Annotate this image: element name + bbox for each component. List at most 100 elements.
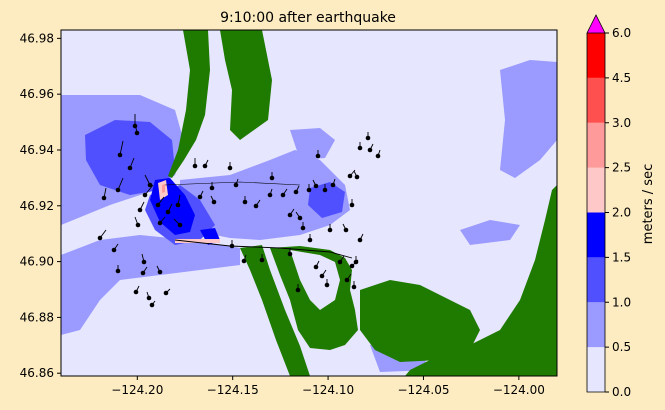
particle [149,302,155,308]
particle [111,247,117,253]
colorbar-tick-label: 2.5 [612,161,631,175]
particle [165,209,171,215]
particle [227,165,233,171]
particle [127,165,133,171]
particle [307,237,313,243]
colorbar-label: meters / sec [641,164,656,244]
offshore-flow-region-2 [61,235,240,335]
particle [297,215,303,221]
particle [293,189,299,195]
particle [313,183,319,189]
chart-title: 9:10:00 after earthquake [220,10,396,26]
particle [343,227,349,233]
particle [155,202,161,208]
colorbar-tick-label: 0.0 [612,385,631,399]
river-channel [290,250,340,310]
particle [97,235,103,241]
particle-trail [119,140,124,156]
particle [157,220,163,226]
particle [319,273,325,279]
particle [101,195,107,201]
particle [353,259,359,265]
x-tick-label: −124.05 [397,383,449,397]
y-tick-label: 46.88 [20,310,54,324]
east-flow-region-2 [460,220,520,245]
colorbar-tick-label: 6.0 [612,26,631,40]
plot-frame [60,29,558,377]
particle [315,153,321,159]
particle [146,295,152,301]
particle [211,199,217,205]
y-tick-label: 46.98 [20,31,54,45]
colorbar-extend-arrow [586,14,606,34]
particle [367,147,373,153]
particle [344,277,350,283]
colorbar-tick-label: 1.5 [612,250,631,264]
y-axis: 46.86 46.88 46.90 46.92 46.94 46.96 46.98 [20,31,61,380]
x-tick-label: −124.15 [207,383,259,397]
x-tick-label: −124.20 [111,383,163,397]
colorbar-tick-label: 2.0 [612,206,631,220]
particle [253,203,259,209]
particle [135,222,141,228]
particle [140,270,146,276]
particle [324,282,330,288]
high-flow-strip [175,239,220,243]
x-tick-label: −124.10 [302,383,354,397]
particle [177,222,183,228]
colorbar-tick-label: 0.5 [612,340,631,354]
y-tick-label: 46.92 [20,199,54,213]
map-plot [60,29,558,377]
strong-flow-region-3 [308,182,345,218]
particle [337,259,343,265]
particle [141,259,147,265]
particle [349,263,355,269]
particle [115,268,121,274]
particle [357,237,363,243]
colorbar-segment [587,77,605,123]
particle [209,185,215,191]
colorbar-segment [587,347,605,392]
colorbar-tick-label: 3.0 [612,116,631,130]
y-tick-label: 46.90 [20,255,54,269]
channel-flow-region [180,150,350,240]
particle [269,175,275,181]
particle [365,135,371,141]
particle [351,284,357,290]
particle [347,173,353,179]
particle-trail [164,181,301,186]
particle [147,182,153,188]
strong-flow-region [85,120,175,195]
particle [157,269,163,275]
y-tick-label: 46.96 [20,87,54,101]
particle [322,187,328,193]
particle [163,290,169,296]
particle [300,225,306,231]
particle [287,212,293,218]
x-axis: −124.20 −124.15 −124.10 −124.05 −124.00 [111,376,545,397]
particle [241,258,247,264]
tracer-particles [97,114,381,308]
particle [242,199,248,205]
y-tick-label: 46.86 [20,366,54,380]
colorbar-tick-label: 4.5 [612,71,631,85]
colorbar-segment [587,122,605,168]
particle [313,264,319,270]
east-flow-region [500,60,557,178]
particle [287,251,293,257]
particle [197,194,203,200]
particle [295,287,301,293]
particle [115,187,121,193]
particle [267,192,273,198]
y-tick-label: 46.94 [20,143,54,157]
particle [349,202,355,208]
very-high-flow-spot [162,184,165,193]
particle [137,207,143,213]
bay-flow-region [290,128,335,160]
particle [233,182,239,188]
particle [354,174,360,180]
particle [280,192,286,198]
particle [357,145,363,151]
particle [175,202,181,208]
